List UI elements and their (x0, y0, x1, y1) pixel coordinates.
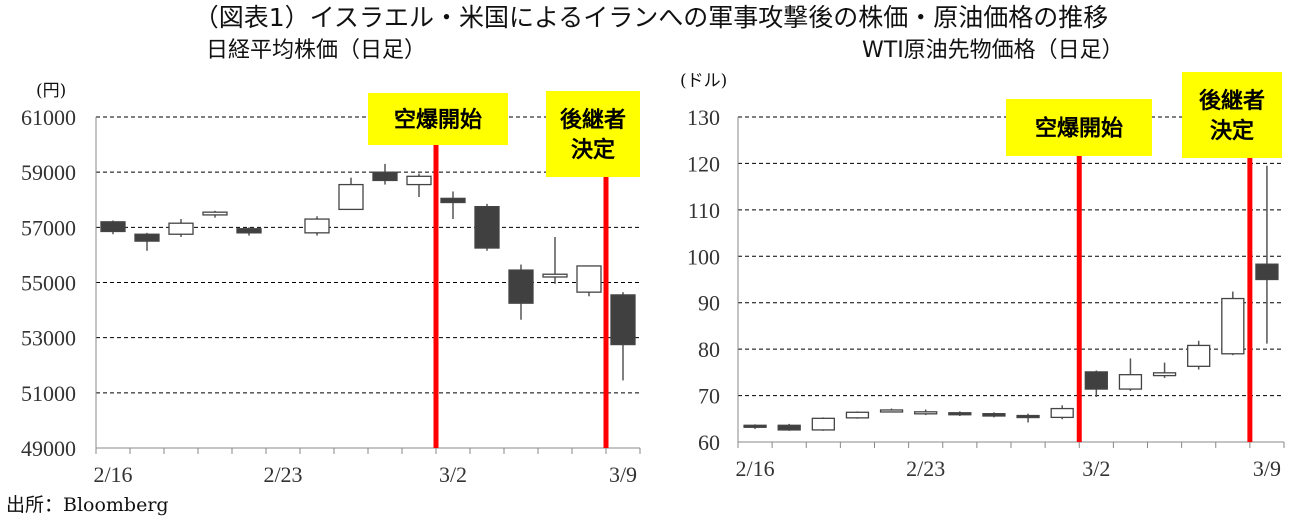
nikkei-event-label-box (546, 91, 640, 177)
wti-candle-body (1221, 297, 1245, 355)
wti-y-tick-label: 70 (698, 384, 720, 409)
wti-candle-body (914, 411, 938, 415)
nikkei-y-tick-label: 51000 (21, 381, 76, 406)
wti-y-tick-label: 110 (688, 198, 720, 223)
nikkei-x-tick-label: 3/9 (609, 462, 637, 487)
nikkei-candle-body (576, 265, 602, 293)
wti-candle-body (845, 411, 870, 419)
wti-unit-label: (ドル) (680, 71, 728, 91)
nikkei-candle-body (372, 171, 398, 182)
nikkei-y-tick-label: 57000 (21, 215, 76, 240)
nikkei-y-tick-label: 59000 (21, 160, 76, 185)
nikkei-candlestick-chart: 49000 51000 53000 55000 57000 59000 61000 2/16 2… (21, 91, 641, 487)
wti-y-tick-label: 130 (687, 105, 720, 130)
nikkei-y-tick-label: 61000 (21, 105, 76, 130)
nikkei-candle-body (338, 183, 364, 211)
main-title: （図表1）イスラエル・米国によるイランへの軍事攻撃後の株価・原油価格の推移 (193, 3, 1109, 32)
wti-candle-body (948, 412, 972, 416)
wti-candle-body (982, 413, 1006, 417)
nikkei-candle-body (508, 269, 534, 304)
nikkei-event-label: 決定 (571, 137, 615, 163)
nikkei-candle-body (304, 218, 330, 234)
nikkei-candle-body (542, 273, 568, 278)
nikkei-candle-body (134, 233, 160, 242)
wti-y-tick-label: 100 (687, 244, 720, 269)
wti-candle-body (1050, 407, 1074, 419)
nikkei-candle-body (100, 221, 126, 233)
wti-candle-body (811, 417, 835, 431)
wti-candle-body (1118, 374, 1143, 390)
wti-candlestick-chart: 60 70 80 90 100 110 120 130 2/16 2/23 3/2 3/9 空爆開始 後継… (687, 72, 1285, 481)
wti-x-tick-label: 3/2 (1082, 456, 1110, 481)
wti-candle-body (1084, 371, 1108, 390)
wti-y-tick-label: 120 (687, 151, 720, 176)
wti-event-label: 空爆開始 (1035, 116, 1123, 142)
nikkei-chart-title: 日経平均株価（日足） (206, 38, 427, 63)
wti-event-label: 決定 (1210, 118, 1254, 144)
nikkei-unit-label: (円) (36, 81, 67, 101)
wti-y-tick-label: 60 (698, 430, 720, 455)
wti-candle-body (777, 424, 801, 431)
wti-candle-body (1187, 344, 1211, 367)
nikkei-x-tick-label: 3/2 (439, 462, 467, 487)
wti-event-label-box (1182, 72, 1282, 158)
nikkei-y-tick-label: 53000 (21, 326, 76, 351)
nikkei-candle-body (236, 228, 262, 234)
wti-candle-body (743, 424, 767, 428)
wti-y-tick-label: 80 (698, 337, 720, 362)
wti-chart-title: WTI原油先物価格（日足） (862, 38, 1124, 63)
wti-candle-body (879, 409, 904, 413)
wti-event-label-box (1006, 99, 1152, 156)
nikkei-y-tick-label: 49000 (21, 436, 76, 461)
nikkei-y-tick-label: 55000 (21, 271, 76, 296)
nikkei-event-label-box (368, 93, 508, 145)
wti-x-tick-label: 2/16 (736, 456, 775, 481)
nikkei-event-label: 空爆開始 (394, 107, 482, 133)
nikkei-candle-body (610, 294, 636, 346)
wti-candle-body (1016, 414, 1040, 419)
wti-x-tick-label: 2/23 (906, 456, 945, 481)
nikkei-candle-body (474, 205, 500, 249)
nikkei-candle-body (440, 197, 466, 204)
wti-y-tick-label: 90 (698, 291, 720, 316)
wti-x-tick-label: 3/9 (1253, 456, 1281, 481)
nikkei-candle-body (202, 211, 228, 216)
wti-event-label: 後継者 (1199, 88, 1265, 114)
nikkei-event-label: 後継者 (560, 107, 626, 133)
wti-candle-body (1152, 372, 1177, 377)
nikkei-x-tick-label: 2/23 (263, 462, 302, 487)
wti-candle-body (1255, 263, 1279, 281)
nikkei-candle-body (406, 175, 432, 186)
nikkei-candle-body (168, 222, 194, 235)
source-note: 出所：Bloomberg (6, 494, 169, 516)
nikkei-x-tick-label: 2/16 (93, 462, 132, 487)
